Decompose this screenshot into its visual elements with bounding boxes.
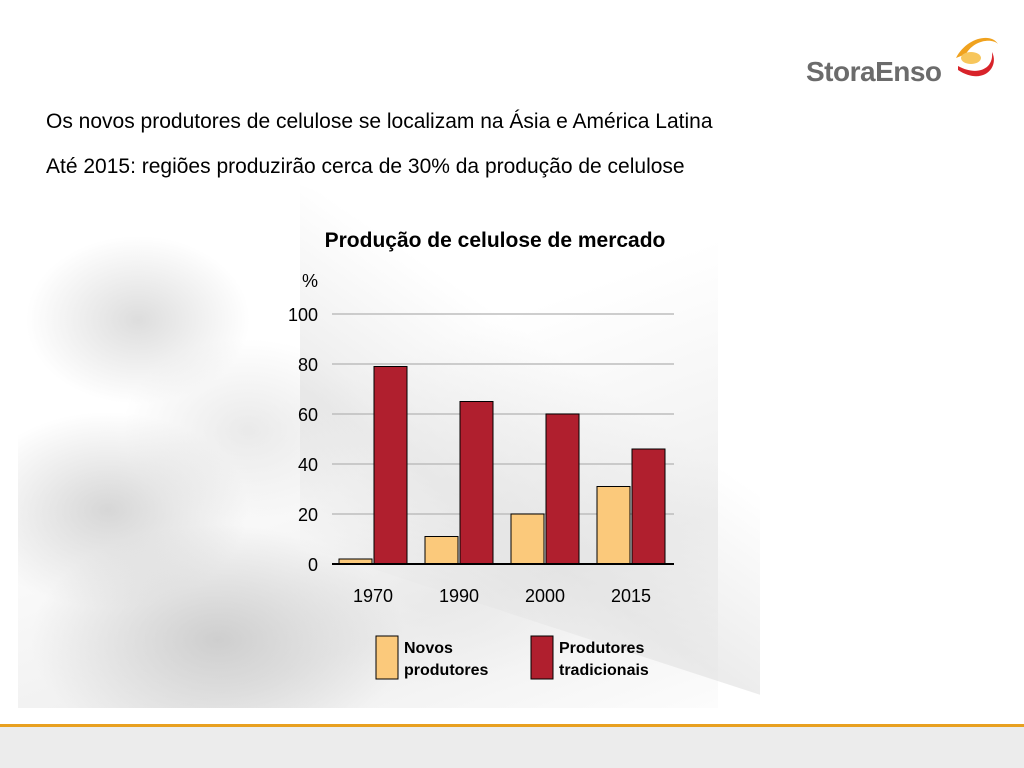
legend-swatch xyxy=(530,635,554,680)
logo-swirl-icon xyxy=(956,37,998,77)
y-tick-label: 80 xyxy=(298,355,318,375)
logo-text: StoraEnso xyxy=(806,56,942,87)
x-tick-label: 2000 xyxy=(525,586,565,606)
bar-produtores-tradicionais xyxy=(631,448,666,565)
x-tick-label: 2015 xyxy=(611,586,651,606)
y-tick-label: 100 xyxy=(288,305,318,325)
legend-label: Produtores xyxy=(559,640,644,657)
legend-label: produtores xyxy=(404,662,489,679)
bar-novos-produtores xyxy=(424,536,459,565)
storaenso-logo: StoraEnso xyxy=(806,30,1006,92)
footer-bar xyxy=(0,727,1024,768)
bar-novos-produtores xyxy=(510,513,545,565)
y-tick-label: 60 xyxy=(298,405,318,425)
y-tick-label: 20 xyxy=(298,505,318,525)
bar-produtores-tradicionais xyxy=(459,401,494,565)
bar-novos-produtores xyxy=(596,486,631,565)
heading-line-1: Os novos produtores de celulose se local… xyxy=(46,110,713,133)
y-axis-unit-label: % xyxy=(302,271,318,291)
y-tick-label: 0 xyxy=(308,555,318,575)
legend-label: Novos xyxy=(404,640,453,657)
bar-produtores-tradicionais xyxy=(545,413,580,565)
x-tick-label: 1990 xyxy=(439,586,479,606)
legend-swatch xyxy=(375,635,399,680)
bar-produtores-tradicionais xyxy=(373,366,408,565)
chart-title: Produção de celulose de mercado xyxy=(325,229,666,252)
legend-label: tradicionais xyxy=(559,662,649,679)
x-tick-label: 1970 xyxy=(353,586,393,606)
footer-accent-line xyxy=(0,724,1024,727)
y-tick-label: 40 xyxy=(298,455,318,475)
heading-line-2: Até 2015: regiões produzirão cerca de 30… xyxy=(46,155,685,178)
